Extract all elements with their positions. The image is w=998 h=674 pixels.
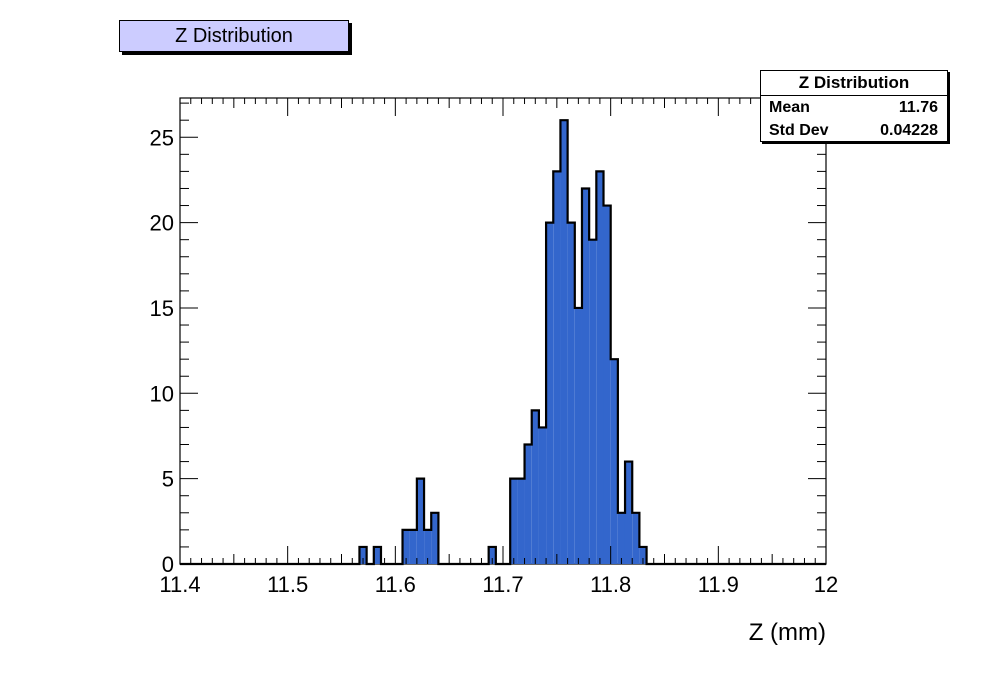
histogram-bar	[431, 512, 439, 564]
histogram-bar	[416, 478, 425, 564]
histogram-bar	[610, 359, 618, 564]
histogram-bar	[359, 546, 367, 564]
x-tick-label: 11.7	[482, 572, 523, 597]
histogram-outline	[180, 119, 827, 566]
histogram-bar	[560, 120, 568, 564]
y-tick-label: 10	[150, 381, 174, 406]
histogram-bar	[531, 410, 539, 564]
histogram-bar	[524, 444, 532, 564]
histogram-bar	[373, 546, 381, 564]
histogram-bar	[639, 546, 647, 564]
histogram-bar	[574, 307, 582, 564]
histogram-bar	[596, 171, 604, 564]
histogram-bar	[553, 171, 561, 564]
histogram-bar	[488, 546, 496, 564]
x-tick-label: 11.9	[698, 572, 739, 597]
y-tick-label: 25	[150, 125, 174, 150]
histogram-bar	[567, 222, 575, 564]
stats-mean-label: Mean	[769, 99, 810, 116]
histogram-bar	[546, 222, 554, 564]
stats-mean-value: 11.76	[898, 99, 938, 116]
stats-title: Z Distribution	[761, 71, 947, 96]
stats-stddev-value: 0.04228	[880, 122, 938, 139]
y-tick-label: 5	[162, 467, 174, 492]
histogram-bar	[617, 512, 626, 564]
histogram-bar	[510, 478, 518, 564]
x-tick-label: 11.5	[267, 572, 308, 597]
histogram-bar	[603, 205, 611, 565]
x-tick-label: 12	[814, 572, 838, 597]
x-axis-title: Z (mm)	[749, 619, 826, 646]
y-tick-label: 20	[150, 211, 174, 236]
stats-box: Z Distribution Mean 11.76 Std Dev 0.0422…	[760, 70, 948, 142]
histogram-title-box: Z Distribution	[119, 20, 349, 52]
histogram-bar	[517, 478, 525, 564]
histogram-bar	[424, 529, 432, 564]
histogram-bar	[581, 188, 590, 564]
x-tick-label: 11.4	[159, 572, 200, 597]
y-tick-label: 0	[162, 552, 174, 577]
histogram-bar	[402, 529, 410, 564]
plot-frame	[179, 97, 827, 565]
y-tick-label: 15	[150, 296, 174, 321]
stats-row-mean: Mean 11.76	[761, 96, 947, 119]
histogram-bar	[624, 461, 633, 564]
stats-row-stddev: Std Dev 0.04228	[761, 119, 947, 142]
x-tick-label: 11.8	[590, 572, 631, 597]
x-tick-label: 11.6	[375, 572, 416, 597]
stats-stddev-label: Std Dev	[769, 122, 829, 139]
histogram-bar	[632, 512, 640, 564]
histogram-bar	[538, 427, 547, 564]
histogram-title: Z Distribution	[175, 24, 293, 47]
histogram-bar	[409, 529, 417, 564]
histogram-bar	[589, 239, 597, 564]
